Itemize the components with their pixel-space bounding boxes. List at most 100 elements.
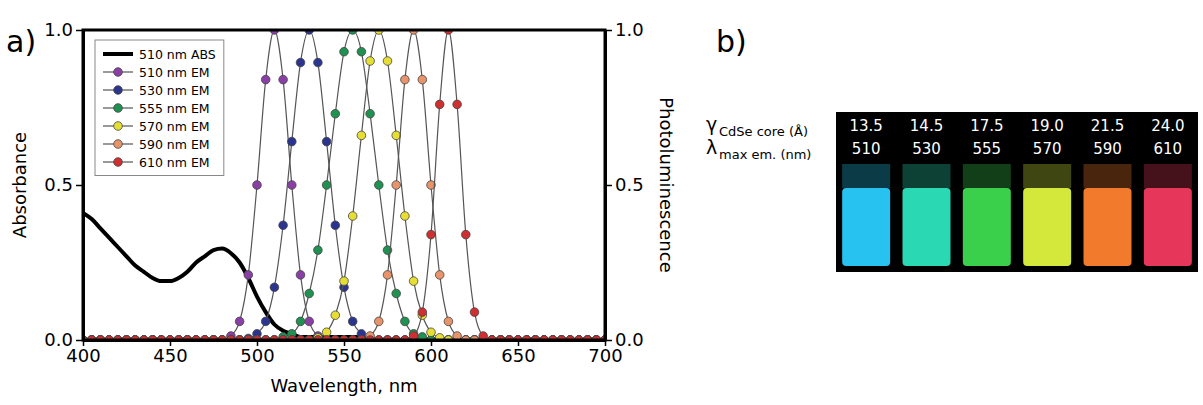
emission-max: 610 — [1154, 140, 1183, 158]
marker — [288, 181, 297, 190]
legend-label: 530 nm EM — [139, 83, 210, 98]
legend-label: 610 nm EM — [139, 155, 210, 170]
vial-cap — [1084, 164, 1132, 188]
emission-max: 590 — [1093, 140, 1122, 158]
marker — [383, 57, 392, 66]
marker — [279, 75, 288, 84]
vial-cap — [1144, 164, 1192, 188]
tick-mark — [605, 185, 612, 187]
legend-label: 590 nm EM — [139, 137, 210, 152]
vial-cap — [903, 164, 951, 188]
tick-label: 0.5 — [44, 174, 73, 195]
marker — [401, 317, 410, 326]
marker — [322, 328, 331, 337]
vial-body — [1023, 188, 1071, 266]
tick-mark — [605, 340, 612, 342]
series — [83, 30, 605, 340]
marker — [305, 289, 314, 298]
marker — [383, 271, 392, 280]
vial-body — [963, 188, 1011, 266]
marker — [435, 271, 444, 280]
legend-label: 570 nm EM — [139, 119, 210, 134]
series-line — [83, 30, 605, 340]
series — [83, 30, 605, 340]
legend-entry: 570 nm EM — [103, 119, 210, 134]
tick: 450 — [153, 340, 187, 366]
marker — [462, 230, 471, 239]
marker — [253, 181, 262, 190]
y2-axis-title: Photoluminescence — [656, 97, 677, 273]
marker — [244, 271, 253, 280]
series-line — [83, 30, 605, 340]
vial-group: 19.0570 — [1023, 117, 1071, 266]
marker — [296, 317, 305, 326]
tick-mark — [605, 30, 612, 32]
core-radius: 13.5 — [849, 117, 882, 135]
marker — [314, 246, 323, 255]
marker — [357, 131, 366, 140]
tick-label: 0.0 — [615, 329, 644, 350]
marker — [296, 58, 305, 67]
vial-group: 13.5510 — [842, 117, 890, 266]
marker — [392, 131, 401, 140]
legend-label: 510 nm EM — [139, 65, 210, 80]
marker — [261, 75, 270, 84]
tick-label: 500 — [240, 345, 274, 366]
marker — [322, 137, 331, 146]
marker — [261, 317, 270, 326]
vial-cap — [842, 164, 890, 188]
vial-group: 14.5530 — [903, 117, 951, 266]
legend-marker — [114, 68, 123, 77]
tick-label: 1.0 — [615, 19, 644, 40]
marker — [314, 58, 323, 67]
vial-body — [1144, 188, 1192, 266]
series-line — [83, 30, 605, 340]
tick: 1.0 — [605, 19, 644, 40]
legend-entry: 510 nm ABS — [103, 47, 216, 62]
core-radius: 14.5 — [910, 117, 943, 135]
marker — [427, 230, 436, 239]
tick: 0.0 — [44, 329, 83, 350]
marker — [418, 75, 427, 84]
marker — [288, 137, 297, 146]
marker — [392, 181, 401, 190]
y2-axis: 0.00.51.0 — [605, 19, 644, 350]
legend-entry: 590 nm EM — [103, 137, 210, 152]
series — [83, 30, 605, 340]
series-line — [83, 30, 605, 340]
y-axis-title: Absorbance — [9, 132, 30, 238]
marker — [279, 221, 288, 230]
plot-frame — [83, 30, 605, 340]
marker — [348, 212, 357, 221]
marker — [331, 109, 340, 118]
tick-label: 0.0 — [44, 329, 73, 350]
marker — [305, 317, 314, 326]
tick: 650 — [501, 340, 535, 366]
series — [83, 30, 605, 340]
tick-label: 550 — [327, 345, 361, 366]
marker — [366, 57, 375, 66]
tick-label: 1.0 — [44, 19, 73, 40]
marker — [348, 317, 357, 326]
vial-body — [903, 188, 951, 266]
legend-line — [103, 52, 133, 56]
legend-label: 510 nm ABS — [139, 47, 216, 62]
legend-box — [95, 40, 224, 176]
tick: 0.0 — [605, 329, 644, 350]
legend-entry: 530 nm EM — [103, 83, 210, 98]
tick-label: 450 — [153, 345, 187, 366]
vial-cap — [1023, 164, 1071, 188]
tick: 550 — [327, 340, 361, 366]
marker — [392, 289, 401, 298]
y-axis: 0.0 0.5 1.0 — [44, 19, 83, 350]
marker — [375, 317, 384, 326]
legend: 510 nm ABS510 nm EM530 nm EM555 nm EM570… — [95, 40, 224, 176]
vial-body — [1084, 188, 1132, 266]
series-line — [83, 30, 605, 340]
row-label-symbol: γ — [706, 113, 717, 135]
marker — [453, 100, 462, 109]
marker — [270, 283, 279, 292]
tick-label: 650 — [501, 345, 535, 366]
marker — [435, 100, 444, 109]
tick: 1.0 — [44, 19, 83, 40]
